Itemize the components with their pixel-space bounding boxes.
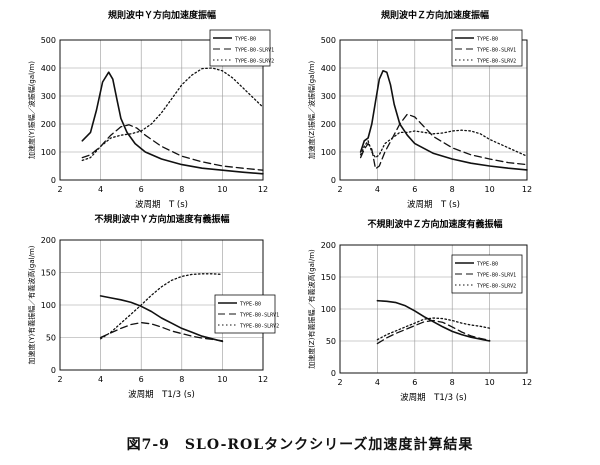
- y-tick-label: 150: [41, 269, 56, 278]
- x-axis-label: 波周期 T (s): [135, 199, 188, 210]
- chart-4: 不規則波中Ｚ方向加速度有義振幅 2 4 6 8 10 12 0 50 100 150 200 波周期 T…: [307, 218, 532, 403]
- y-tick-label: 200: [41, 120, 56, 129]
- chart-3: 不規則波中Ｙ方向加速度有義振幅 2 4 6 8 10 12 0 50 100 150 200 波周期 T…: [27, 213, 279, 400]
- chart-title: 不規則波中Ｚ方向加速度有義振幅: [367, 218, 502, 230]
- x-tick-label: 4: [375, 378, 380, 387]
- series-line-3: [359, 129, 528, 159]
- series-line-3: [376, 317, 491, 341]
- legend-label-1: TYPE-B0: [240, 302, 261, 308]
- chart-1: 規則波中Ｙ方向加速度振幅 2 4 6 8 10 12 0 100 200 300 400 500 波周期 …: [27, 9, 274, 210]
- x-tick-label: 8: [179, 185, 184, 194]
- y-tick-label: 50: [46, 334, 56, 343]
- series-line-1: [99, 295, 224, 343]
- y-tick-label: 400: [41, 64, 56, 73]
- y-tick-label: 200: [321, 241, 336, 250]
- series-line-1: [376, 299, 491, 342]
- y-tick-label: 0: [51, 366, 56, 375]
- y-tick-label: 50: [326, 337, 336, 346]
- y-tick-label: 200: [321, 120, 336, 129]
- legend-label-3: TYPE-B0-SLRV2: [235, 59, 274, 65]
- chart-title: 規則波中Ｙ方向加速度振幅: [108, 9, 216, 21]
- series-line-2: [376, 319, 491, 345]
- y-tick-label: 300: [321, 92, 336, 101]
- x-tick-label: 12: [522, 185, 532, 194]
- legend-label-2: TYPE-B0-SLRV1: [240, 313, 279, 319]
- y-tick-label: 500: [321, 36, 336, 45]
- plot-frame: [339, 39, 528, 181]
- x-tick-label: 12: [522, 378, 532, 387]
- x-axis-label: 波周期 T (s): [407, 199, 460, 210]
- series-line-2: [99, 321, 224, 342]
- legend-label-2: TYPE-B0-SLRV1: [235, 48, 274, 54]
- x-tick-label: 10: [485, 378, 495, 387]
- x-tick-label: 8: [450, 378, 455, 387]
- x-tick-label: 10: [217, 375, 227, 384]
- y-axis-label: 加速度(Z)振幅／波振幅(gal/m): [307, 60, 316, 159]
- y-tick-label: 150: [321, 273, 336, 282]
- y-tick-label: 100: [41, 301, 56, 310]
- y-tick-label: 0: [51, 176, 56, 185]
- chart-title: 規則波中Ｚ方向加速度振幅: [381, 9, 489, 21]
- x-tick-label: 6: [412, 378, 417, 387]
- x-tick-label: 10: [485, 185, 495, 194]
- legend-label-3: TYPE-B0-SLRV2: [240, 324, 279, 330]
- series-line-1: [359, 70, 528, 171]
- x-tick-label: 6: [139, 375, 144, 384]
- series-line-2: [359, 113, 528, 170]
- x-tick-label: 2: [57, 185, 62, 194]
- legend-label-3: TYPE-B0-SLRV2: [477, 59, 516, 65]
- x-tick-label: 12: [258, 185, 268, 194]
- x-axis-label: 波周期 T1/3 (s): [400, 392, 467, 403]
- x-tick-label: 4: [98, 375, 103, 384]
- x-tick-label: 8: [450, 185, 455, 194]
- y-tick-label: 100: [41, 148, 56, 157]
- x-tick-label: 10: [217, 185, 227, 194]
- y-axis-label: 加速度(Y)有義振幅／有義波高(gal/m): [27, 245, 36, 364]
- plot-frame: [59, 39, 264, 181]
- y-tick-label: 0: [331, 176, 336, 185]
- chart-2: 規則波中Ｚ方向加速度振幅 2 4 6 8 10 12 0 100 200 300 400 500 波周期 …: [307, 9, 532, 210]
- legend-box: [451, 254, 523, 294]
- y-axis-label: 加速度(Y)振幅／波振幅(gal/m): [27, 61, 36, 159]
- y-tick-label: 200: [41, 236, 56, 245]
- x-tick-label: 6: [139, 185, 144, 194]
- x-tick-label: 2: [337, 185, 342, 194]
- x-tick-label: 2: [337, 378, 342, 387]
- x-tick-label: 12: [258, 375, 268, 384]
- figure-caption: 図7-9 SLO-ROLタンクシリーズ加速度計算結果: [126, 437, 474, 453]
- series-line-3: [99, 273, 224, 340]
- legend-label-1: TYPE-B0: [477, 37, 498, 43]
- y-axis-label: 加速度(Z)有義振幅／有義波高(gal/m): [307, 249, 316, 369]
- legend-label-3: TYPE-B0-SLRV2: [477, 284, 516, 290]
- x-tick-label: 4: [98, 185, 103, 194]
- y-tick-label: 500: [41, 36, 56, 45]
- series-line-2: [81, 124, 264, 171]
- y-tick-label: 100: [321, 305, 336, 314]
- x-tick-label: 2: [57, 375, 62, 384]
- x-tick-label: 6: [412, 185, 417, 194]
- legend-label-1: TYPE-B0: [477, 262, 498, 268]
- y-tick-label: 400: [321, 64, 336, 73]
- x-tick-label: 8: [179, 375, 184, 384]
- y-tick-label: 0: [331, 369, 336, 378]
- y-tick-label: 300: [41, 92, 56, 101]
- legend-label-1: TYPE-B0: [235, 37, 256, 43]
- x-tick-label: 4: [375, 185, 380, 194]
- plot-frame: [339, 244, 528, 374]
- series-line-3: [81, 67, 264, 162]
- legend-box: [209, 29, 271, 67]
- legend-label-2: TYPE-B0-SLRV1: [477, 273, 516, 279]
- x-axis-label: 波周期 T1/3 (s): [128, 389, 195, 400]
- legend-label-2: TYPE-B0-SLRV1: [477, 48, 516, 54]
- series-line-1: [81, 71, 264, 175]
- chart-title: 不規則波中Ｙ方向加速度有義振幅: [94, 213, 229, 225]
- y-tick-label: 100: [321, 148, 336, 157]
